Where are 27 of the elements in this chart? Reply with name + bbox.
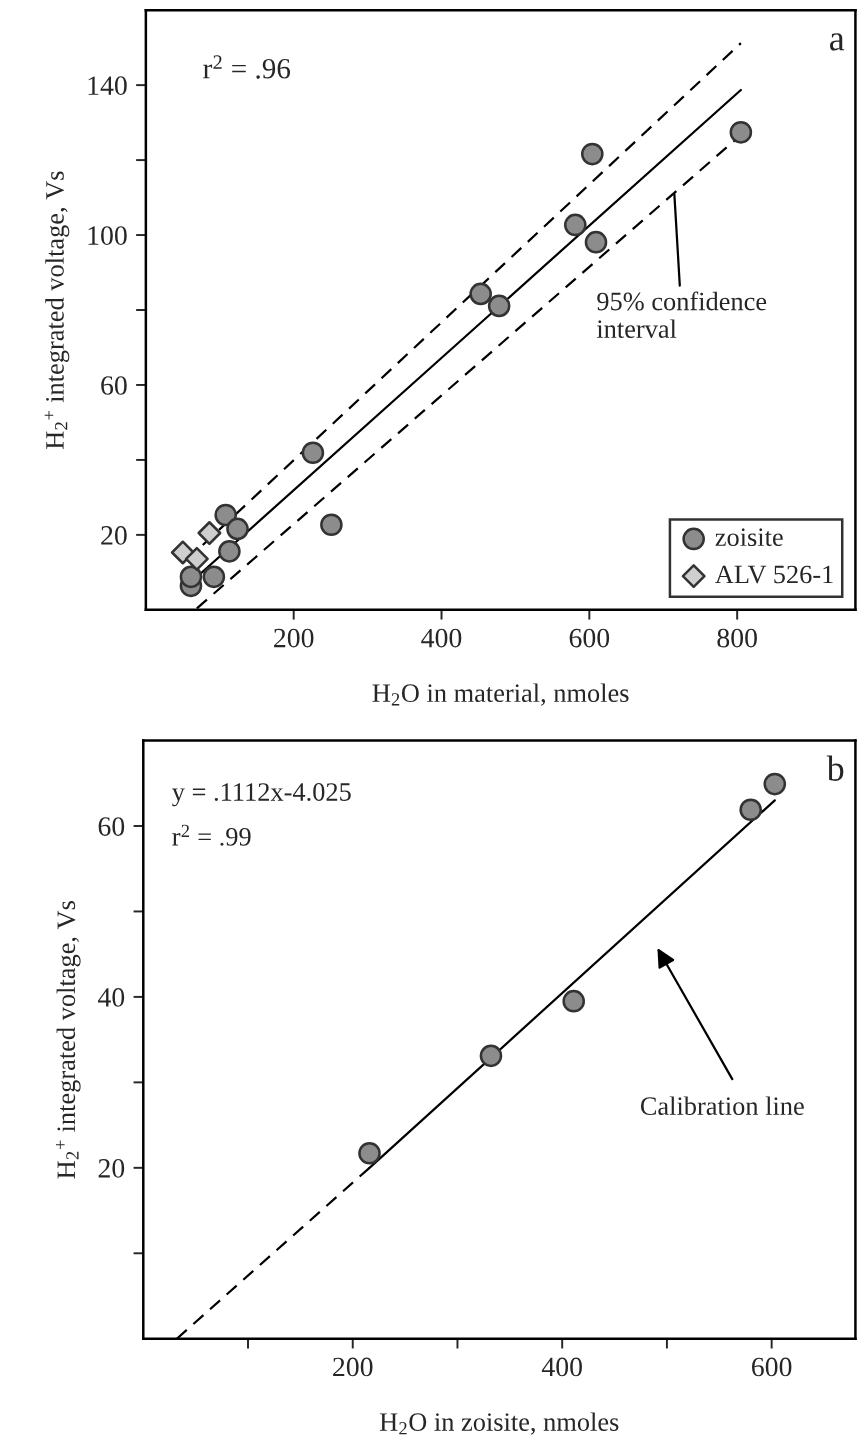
x-tick-label: 200: [333, 1357, 373, 1377]
annotation: 95% confidence interval: [596, 291, 767, 338]
y-tick-label: 60: [101, 376, 127, 395]
y-tick-label: 20: [101, 526, 127, 545]
y-axis-title: H$_{2}$$^{+}$ integrated voltage, Vs: [55, 901, 81, 1179]
legend-label: zoisite: [715, 528, 783, 547]
annotation: Calibration line: [640, 1096, 804, 1116]
x-axis-title: H$_{2}$O in zoisite, nmoles: [379, 1412, 619, 1435]
x-tick-label: 400: [541, 1357, 582, 1377]
annotation: b: [826, 755, 844, 781]
y-tick-label: 140: [88, 76, 127, 96]
y-tick-label: 60: [98, 817, 125, 836]
annotation: y = .1112x-4.025: [172, 783, 351, 807]
x-tick-label: 600: [569, 628, 610, 648]
legend-label: ALV 526-1: [715, 565, 833, 584]
x-tick-label: 400: [421, 628, 462, 648]
y-axis-title: H$_{2}$$^{+}$ integrated voltage, Vs: [44, 171, 70, 449]
annotation: a: [830, 33, 845, 51]
x-tick-label: 800: [717, 628, 757, 648]
x-axis-title: H$_{2}$O in material, nmoles: [372, 683, 629, 706]
x-tick-label: 200: [274, 628, 314, 648]
y-tick-label: 20: [98, 1158, 125, 1178]
y-tick-label: 100: [88, 226, 127, 245]
y-tick-label: 40: [98, 988, 125, 1007]
annotation: r$^{2}$ = .96: [203, 55, 291, 79]
annotation: r$^{2}$ = .99: [172, 824, 251, 846]
x-tick-label: 600: [752, 1357, 792, 1377]
